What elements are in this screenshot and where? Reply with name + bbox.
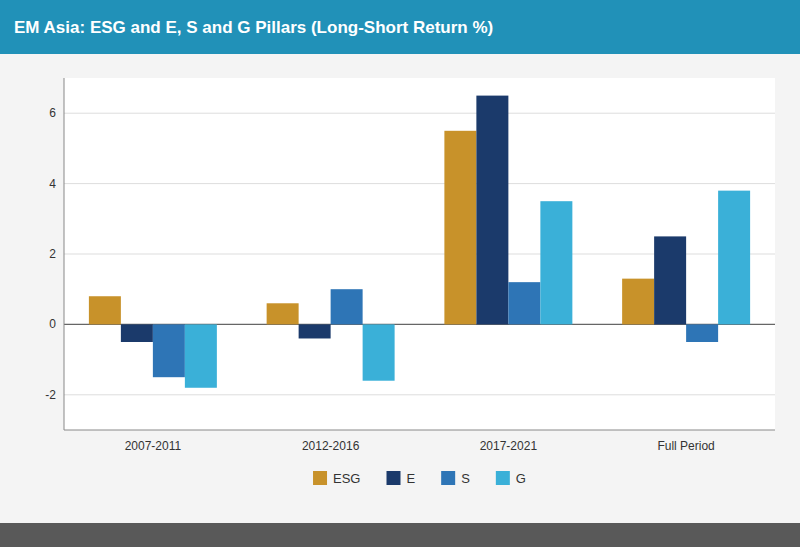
bar <box>476 96 508 325</box>
y-tick-label: -2 <box>45 388 56 402</box>
x-tick-label: 2007-2011 <box>125 439 182 453</box>
legend-label: S <box>461 471 470 486</box>
legend-swatch <box>441 471 455 485</box>
bar <box>654 236 686 324</box>
y-tick-label: 4 <box>49 177 56 191</box>
legend-item: G <box>496 471 526 486</box>
y-grid <box>64 113 775 395</box>
legend-swatch <box>313 471 327 485</box>
legend-item: ESG <box>313 471 360 486</box>
bar-series <box>89 131 654 325</box>
bar-series <box>185 191 750 388</box>
legend-label: E <box>407 471 416 486</box>
legend-label: G <box>516 471 526 486</box>
bars <box>89 96 750 388</box>
grid-line <box>64 183 775 184</box>
x-tick-label: Full Period <box>657 439 714 453</box>
bar <box>267 303 299 324</box>
bar <box>718 191 750 325</box>
legend-label: ESG <box>333 471 360 486</box>
x-axis-line <box>64 430 775 431</box>
y-axis-line <box>64 78 65 430</box>
grid-line <box>64 113 775 114</box>
bar <box>363 324 395 380</box>
y-tick-label: 2 <box>49 247 56 261</box>
bar <box>299 324 331 338</box>
legend-item: S <box>441 471 470 486</box>
bar <box>121 324 153 342</box>
x-tick-label: 2017-2021 <box>480 439 538 453</box>
bar <box>686 324 718 342</box>
bar <box>89 296 121 324</box>
x-tick-label: 2012-2016 <box>302 439 360 453</box>
bar <box>331 289 363 324</box>
bar <box>540 201 572 324</box>
legend-swatch <box>387 471 401 485</box>
legend-item: E <box>387 471 416 486</box>
chart: EM Asia: ESG and E, S and G Pillars (Lon… <box>0 0 800 547</box>
bar <box>508 282 540 324</box>
title: EM Asia: ESG and E, S and G Pillars (Lon… <box>14 18 493 37</box>
bar <box>444 131 476 325</box>
title-band <box>0 0 800 54</box>
background <box>0 0 800 547</box>
bar-series <box>153 282 718 377</box>
footer-band <box>0 523 800 547</box>
legend: ESGESG <box>313 471 526 486</box>
plot-area <box>64 78 775 430</box>
y-tick-label: 0 <box>49 317 56 331</box>
legend-swatch <box>496 471 510 485</box>
bar-series <box>121 96 686 342</box>
bar <box>153 324 185 377</box>
grid-line <box>64 394 775 395</box>
bar <box>185 324 217 387</box>
y-tick-label: 6 <box>49 106 56 120</box>
bar <box>622 279 654 325</box>
